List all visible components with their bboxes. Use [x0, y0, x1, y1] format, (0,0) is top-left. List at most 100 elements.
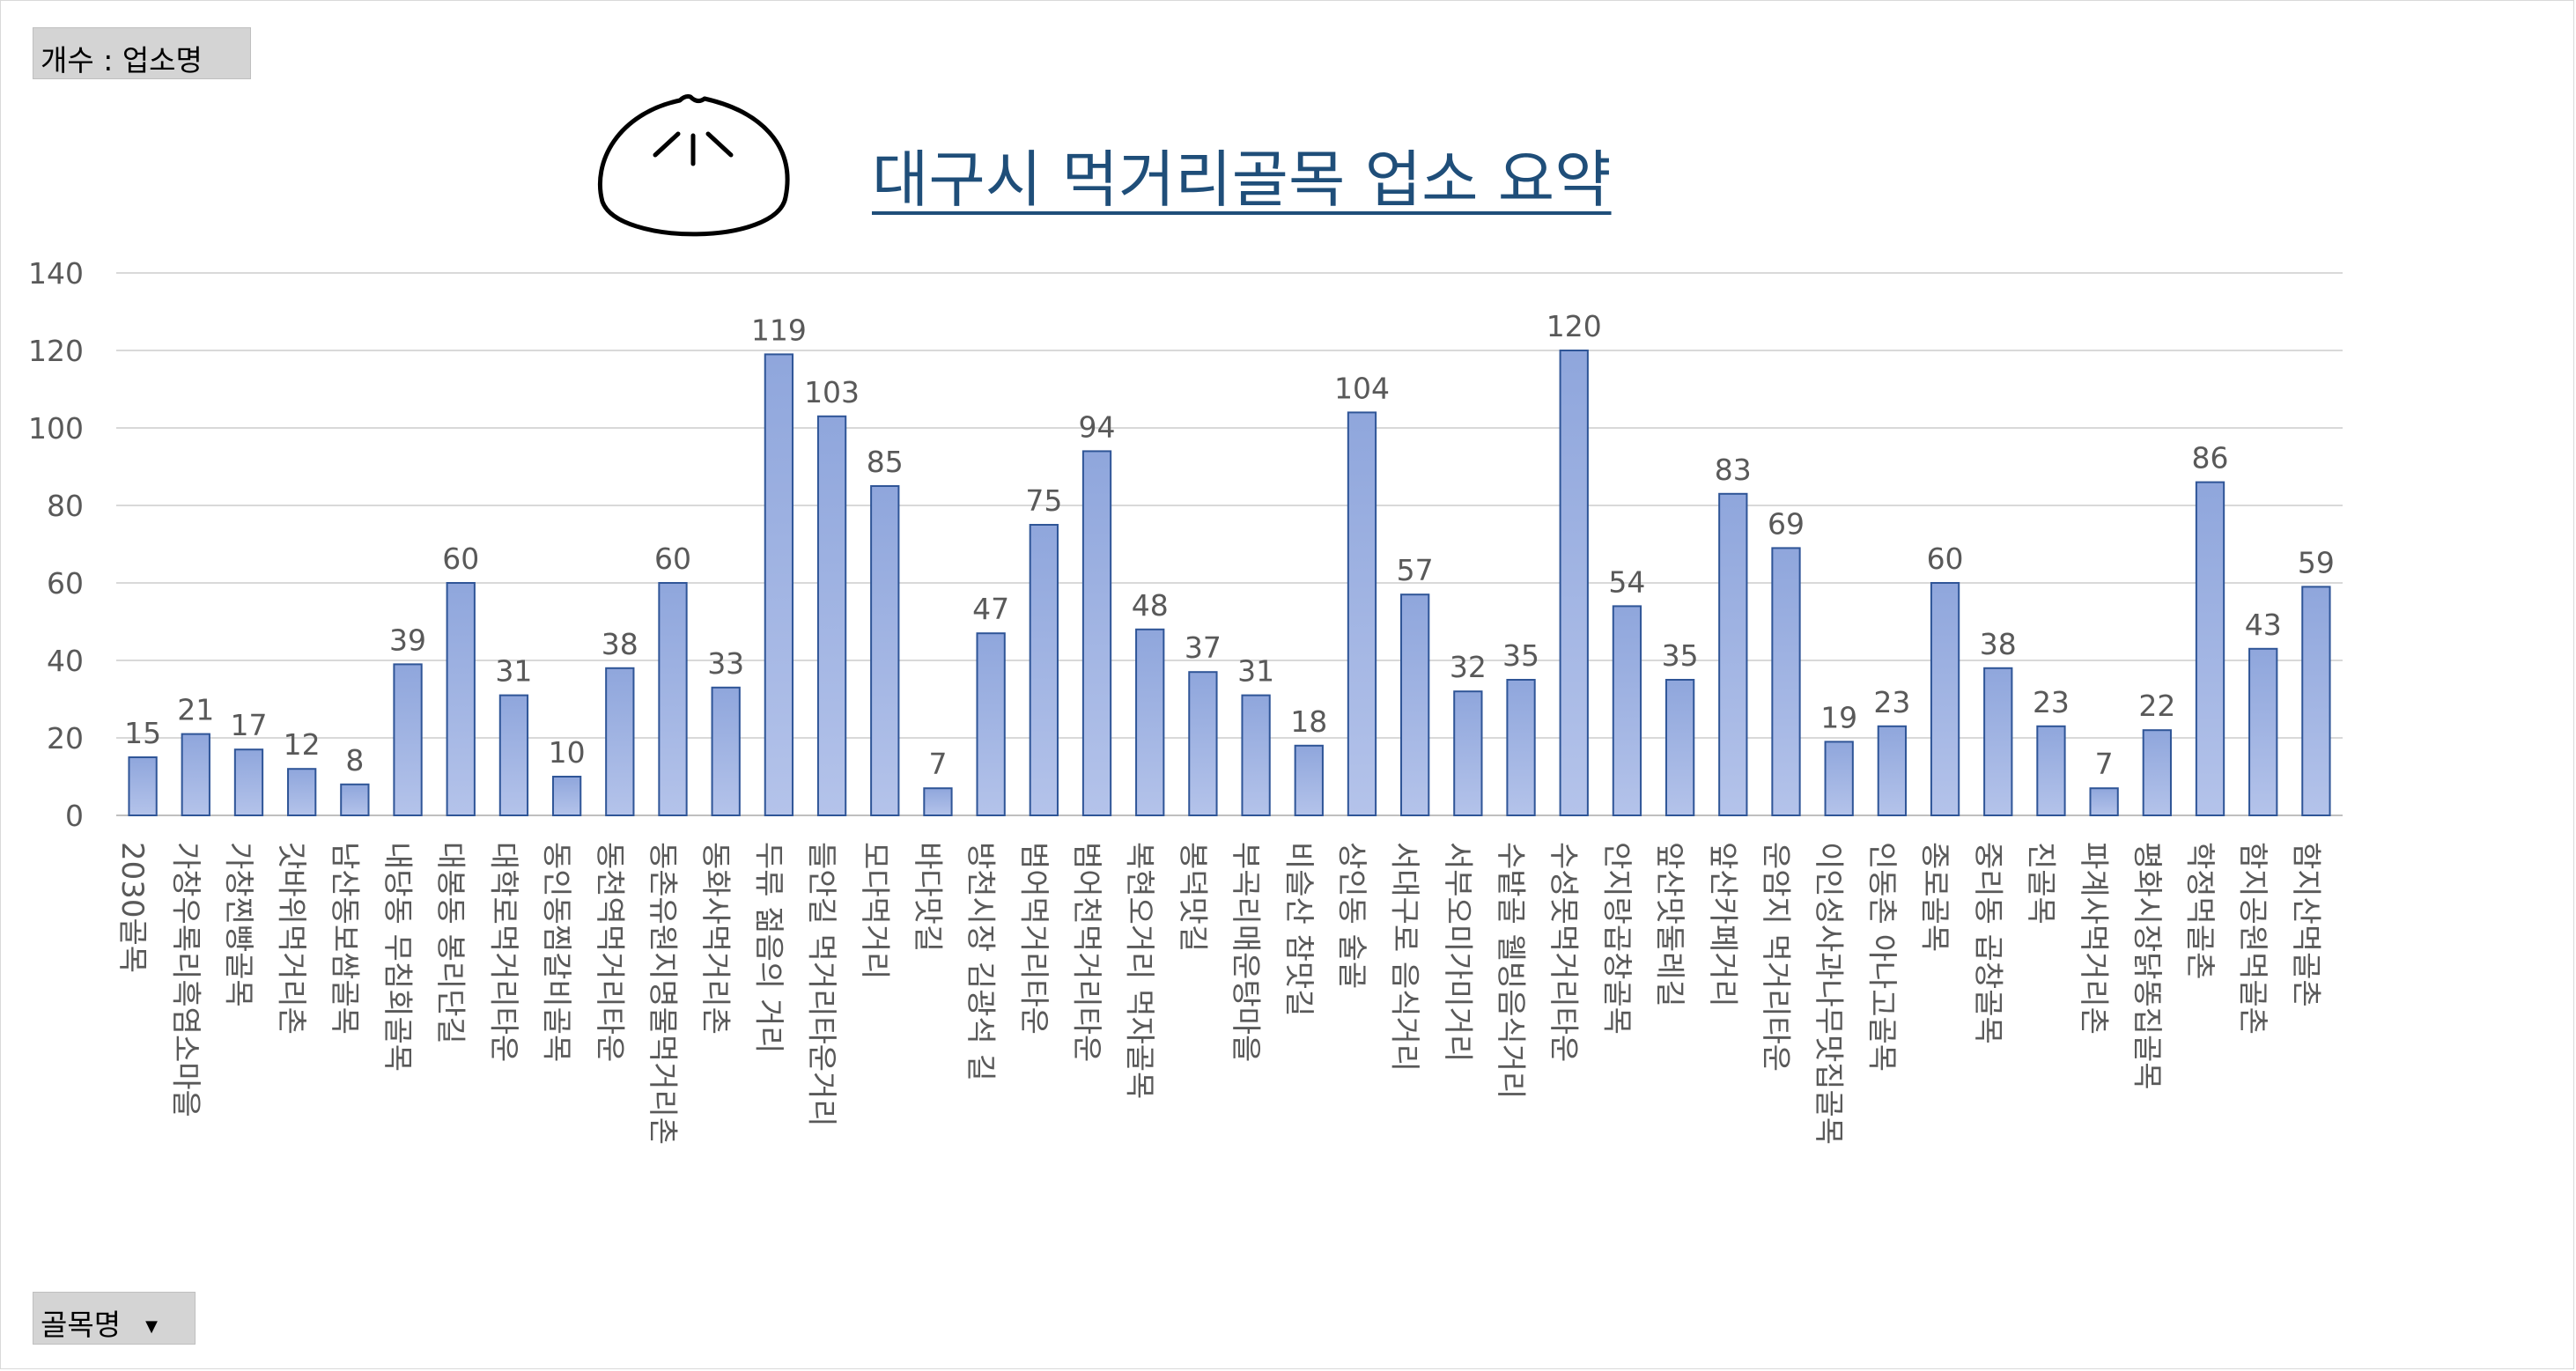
- x-tick-label: 진골목: [2023, 842, 2058, 925]
- data-label: 57: [1397, 553, 1434, 587]
- y-tick-label: 40: [47, 644, 84, 678]
- bar: [816, 415, 847, 816]
- x-tick-label: 파계사먹거리촌: [2076, 842, 2111, 1035]
- y-tick-label: 60: [47, 566, 84, 601]
- x-tick-label: 내당동 무침회골목: [380, 842, 415, 1072]
- data-label: 21: [177, 693, 214, 727]
- x-tick-label: 2030골목: [114, 842, 150, 973]
- data-label: 33: [707, 646, 744, 681]
- value-field-label: 개수 : 업소명: [41, 43, 203, 77]
- x-tick-label: 서부오미가미거리: [1440, 842, 1475, 1062]
- bar: [1771, 547, 1801, 817]
- bar: [1294, 744, 1324, 816]
- data-label: 12: [284, 727, 321, 762]
- bar: [870, 485, 900, 816]
- bar: [1029, 524, 1059, 816]
- row-field-label: 골목명: [41, 1308, 122, 1342]
- bar: [1930, 582, 1960, 816]
- y-tick-label: 0: [65, 799, 84, 833]
- x-tick-label: 대학로먹거리타운: [485, 842, 520, 1062]
- x-tick-label: 상인동 술골: [1333, 842, 1369, 989]
- x-tick-label: 함지산먹골촌: [2288, 842, 2323, 1007]
- x-tick-label: 들안길 먹거리타운거리: [804, 842, 839, 1127]
- data-label: 94: [1079, 409, 1116, 444]
- bar: [1453, 690, 1483, 817]
- data-label: 7: [2095, 747, 2114, 781]
- bar: [1664, 679, 1695, 816]
- x-tick-label: 인동촌 아나고골목: [1864, 842, 1899, 1072]
- data-label: 18: [1290, 704, 1327, 739]
- bar: [2195, 481, 2225, 816]
- data-label: 31: [1237, 654, 1274, 689]
- dumpling-bun-icon: [597, 94, 790, 237]
- x-tick-label: 서대구로 음식거리: [1387, 842, 1422, 1072]
- bar: [128, 756, 158, 816]
- row-field-button[interactable]: 골목명 ▼: [33, 1292, 196, 1345]
- x-tick-label: 봉덕맛길: [1175, 842, 1210, 952]
- data-label: 15: [124, 716, 161, 750]
- data-label: 59: [2298, 545, 2335, 579]
- data-label: 54: [1608, 564, 1645, 599]
- data-label: 32: [1450, 650, 1487, 684]
- x-tick-label: 남산동보쌈골목: [327, 842, 362, 1035]
- data-label: 38: [602, 627, 638, 661]
- x-tick-label: 범어먹거리타운: [1015, 842, 1051, 1035]
- bar: [2142, 729, 2172, 817]
- x-tick-label: 이인성사과나무맛집골목: [1811, 842, 1846, 1145]
- data-label: 17: [230, 708, 267, 742]
- x-tick-label: 중리동 곱창골목: [1970, 842, 2005, 1044]
- x-tick-label: 수성못먹거리타운: [1546, 842, 1581, 1062]
- y-tick-label: 20: [47, 721, 84, 756]
- bar: [923, 787, 953, 817]
- x-tick-label: 동천역먹거리타운: [592, 842, 627, 1062]
- chevron-down-icon: ▼: [145, 1317, 158, 1336]
- data-label: 85: [867, 445, 904, 479]
- bar: [1081, 450, 1112, 817]
- data-label: 60: [442, 542, 479, 576]
- bar: [551, 776, 582, 816]
- chart-title: 대구시 먹거리골목 업소 요약: [872, 144, 1612, 216]
- x-tick-label: 가창우록리흑염소마을: [167, 842, 203, 1117]
- x-tick-label: 대봉동 봉리단길: [432, 842, 468, 1044]
- x-tick-label: 종로골목: [1917, 842, 1952, 952]
- data-label: 7: [928, 747, 947, 781]
- bar: [233, 748, 264, 817]
- y-tick-label: 120: [28, 334, 84, 368]
- x-tick-label: 갓바위먹거리촌: [274, 842, 309, 1035]
- bar: [2036, 725, 2066, 816]
- data-label: 10: [549, 735, 586, 770]
- bar: [393, 663, 423, 817]
- x-tick-label: 방천시장 김광석 길: [963, 842, 998, 1081]
- x-tick-label: 비슬산 참맛길: [1281, 842, 1316, 1017]
- data-label: 19: [1820, 700, 1857, 734]
- bar: [1612, 605, 1642, 817]
- x-tick-label: 동인동찜갈비골목: [539, 842, 574, 1062]
- x-tick-label: 부곡리매운탕마을: [1228, 842, 1263, 1062]
- y-tick-label: 80: [47, 489, 84, 523]
- x-tick-label: 함지공원먹골촌: [2235, 842, 2270, 1035]
- bar: [605, 667, 635, 816]
- bar: [1241, 694, 1271, 816]
- data-label: 47: [972, 592, 1009, 626]
- bar: [764, 353, 794, 816]
- data-label: 37: [1185, 630, 1222, 665]
- x-tick-label: 운암지 먹거리타운: [1758, 842, 1793, 1072]
- bar: [658, 582, 688, 816]
- x-tick-label: 수밭골 웰빙음식거리: [1493, 842, 1528, 1099]
- bar: [1877, 725, 1908, 816]
- bar: [1400, 593, 1430, 817]
- bar: [1718, 492, 1748, 816]
- data-label: 69: [1768, 506, 1805, 541]
- data-label: 35: [1502, 638, 1539, 673]
- data-label: 120: [1546, 309, 1602, 343]
- x-tick-label: 동촌유원지명물먹거리촌: [645, 842, 680, 1145]
- x-tick-label: 앞산맛둘레길: [1652, 842, 1687, 1007]
- data-label: 48: [1132, 588, 1169, 623]
- x-tick-label: 앞산카페거리: [1705, 842, 1740, 1007]
- data-label: 60: [654, 542, 691, 576]
- bar: [181, 733, 210, 816]
- value-field-button[interactable]: 개수 : 업소명: [33, 27, 251, 79]
- bar: [498, 694, 529, 816]
